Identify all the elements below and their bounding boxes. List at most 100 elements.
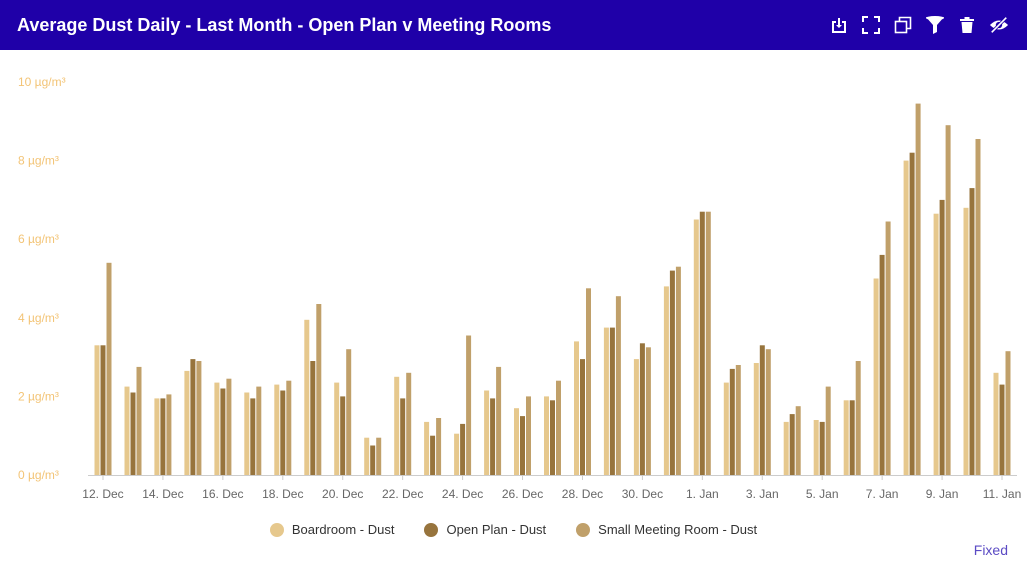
- bar[interactable]: [424, 421, 430, 475]
- bar[interactable]: [550, 400, 555, 475]
- bar[interactable]: [783, 421, 789, 475]
- filter-icon[interactable]: [925, 15, 945, 35]
- bar[interactable]: [993, 372, 999, 475]
- bar[interactable]: [274, 384, 280, 475]
- bar[interactable]: [136, 366, 142, 475]
- bar[interactable]: [633, 359, 639, 475]
- bar[interactable]: [849, 400, 855, 475]
- bar[interactable]: [603, 327, 609, 475]
- bar[interactable]: [310, 361, 316, 475]
- bar[interactable]: [376, 437, 382, 475]
- bar[interactable]: [346, 349, 352, 475]
- bar[interactable]: [166, 394, 172, 475]
- bar[interactable]: [574, 341, 579, 475]
- bar[interactable]: [496, 366, 502, 475]
- bar[interactable]: [675, 266, 681, 475]
- bar[interactable]: [615, 296, 621, 475]
- bar[interactable]: [729, 368, 735, 475]
- bar[interactable]: [939, 199, 945, 475]
- bar[interactable]: [526, 396, 531, 475]
- bar[interactable]: [885, 221, 891, 476]
- bar[interactable]: [693, 219, 699, 476]
- bar[interactable]: [250, 398, 256, 475]
- bar[interactable]: [286, 380, 292, 475]
- bar[interactable]: [879, 254, 885, 475]
- bar[interactable]: [184, 370, 190, 475]
- bar[interactable]: [586, 288, 591, 475]
- bar[interactable]: [556, 380, 561, 475]
- bar[interactable]: [645, 347, 651, 475]
- download-icon[interactable]: [829, 15, 849, 35]
- bar[interactable]: [789, 414, 795, 475]
- bar[interactable]: [723, 382, 729, 475]
- bar[interactable]: [490, 398, 496, 475]
- bar[interactable]: [466, 335, 472, 476]
- legend-item-small-meeting-room[interactable]: Small Meeting Room - Dust: [576, 522, 757, 537]
- bar[interactable]: [370, 445, 376, 476]
- bar[interactable]: [753, 363, 759, 475]
- bar[interactable]: [933, 213, 939, 475]
- trash-icon[interactable]: [957, 15, 977, 35]
- bar[interactable]: [609, 327, 615, 475]
- bar[interactable]: [196, 361, 202, 475]
- fixed-link[interactable]: Fixed: [973, 542, 1008, 558]
- bar[interactable]: [226, 378, 232, 475]
- bar[interactable]: [544, 396, 549, 475]
- bar[interactable]: [873, 278, 879, 476]
- bar[interactable]: [699, 211, 705, 475]
- bar[interactable]: [160, 398, 166, 475]
- bar[interactable]: [969, 188, 975, 475]
- bar[interactable]: [520, 416, 525, 475]
- fullscreen-icon[interactable]: [861, 15, 881, 35]
- legend-item-open-plan[interactable]: Open Plan - Dust: [424, 522, 546, 537]
- bar[interactable]: [669, 270, 675, 475]
- bar[interactable]: [825, 386, 831, 475]
- bar[interactable]: [484, 390, 490, 476]
- bar[interactable]: [280, 390, 286, 476]
- bar[interactable]: [580, 359, 585, 475]
- bar[interactable]: [244, 392, 250, 476]
- bar[interactable]: [765, 349, 771, 475]
- bar[interactable]: [705, 211, 711, 475]
- bar[interactable]: [963, 207, 969, 476]
- bar[interactable]: [220, 388, 226, 476]
- hide-icon[interactable]: [989, 15, 1009, 35]
- bar[interactable]: [406, 372, 412, 475]
- bar[interactable]: [316, 304, 322, 475]
- bar[interactable]: [735, 365, 741, 475]
- bar[interactable]: [454, 433, 460, 475]
- bar[interactable]: [975, 139, 981, 475]
- bar[interactable]: [124, 386, 130, 475]
- copy-icon[interactable]: [893, 15, 913, 35]
- bar[interactable]: [190, 359, 196, 475]
- bar[interactable]: [1005, 351, 1011, 475]
- bar[interactable]: [436, 418, 442, 475]
- bar[interactable]: [795, 406, 801, 475]
- bar[interactable]: [843, 400, 849, 475]
- legend-item-boardroom[interactable]: Boardroom - Dust: [269, 522, 394, 537]
- bar[interactable]: [400, 398, 406, 475]
- bar[interactable]: [394, 376, 400, 476]
- bar[interactable]: [130, 392, 136, 476]
- bar[interactable]: [364, 437, 370, 475]
- bar[interactable]: [909, 152, 915, 475]
- bar[interactable]: [106, 262, 112, 475]
- bar[interactable]: [813, 420, 819, 475]
- bar[interactable]: [214, 382, 220, 475]
- bar[interactable]: [945, 125, 951, 475]
- bar[interactable]: [94, 345, 100, 475]
- bar[interactable]: [759, 345, 765, 475]
- bar[interactable]: [334, 382, 340, 475]
- bar[interactable]: [340, 396, 346, 475]
- bar[interactable]: [819, 421, 825, 475]
- bar[interactable]: [639, 343, 645, 475]
- bar[interactable]: [903, 160, 909, 475]
- bar[interactable]: [256, 386, 262, 475]
- bar[interactable]: [855, 361, 861, 475]
- bar[interactable]: [100, 345, 106, 475]
- bar[interactable]: [514, 408, 519, 475]
- bar[interactable]: [915, 103, 921, 475]
- bar[interactable]: [154, 398, 160, 475]
- bar[interactable]: [460, 423, 466, 475]
- bar[interactable]: [999, 384, 1005, 475]
